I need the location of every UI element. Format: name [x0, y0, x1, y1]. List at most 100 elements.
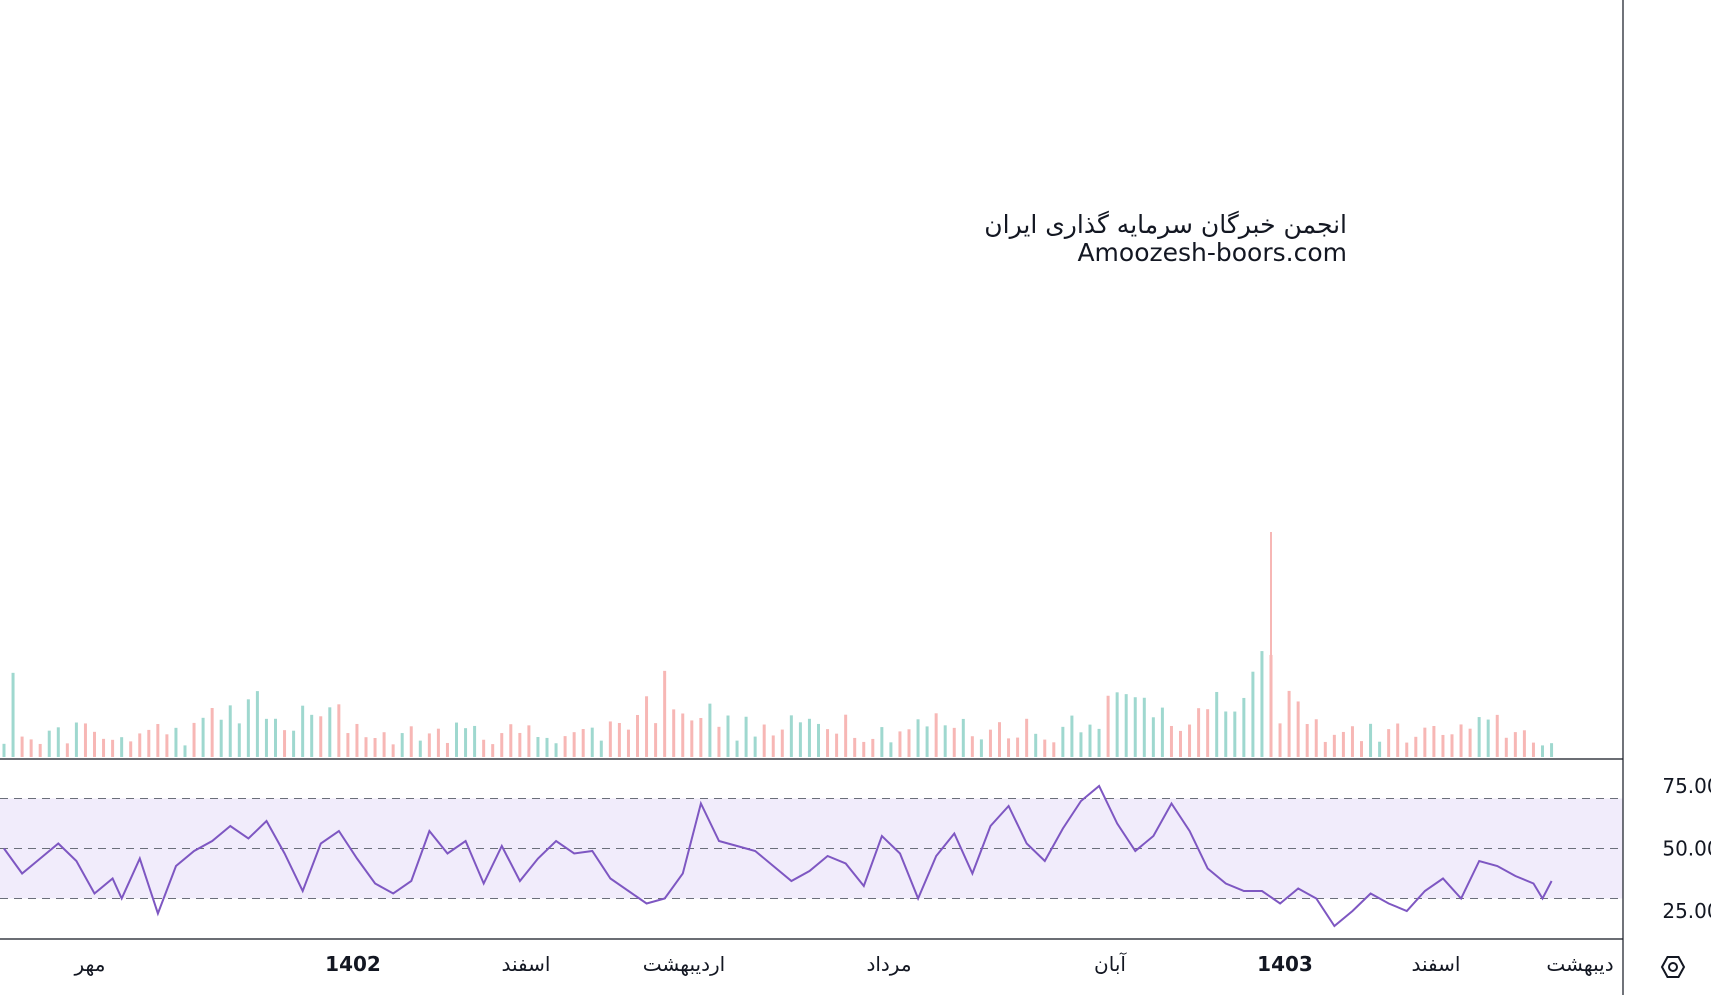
volume-bar	[328, 707, 332, 757]
rsi-band	[0, 798, 1623, 899]
volume-bar	[11, 672, 15, 757]
volume-bar	[545, 737, 549, 757]
volume-bar	[491, 744, 495, 757]
volume-bar	[1034, 733, 1038, 757]
volume-bar	[1215, 691, 1219, 757]
volume-bar	[1360, 741, 1363, 757]
volume-bar	[572, 732, 576, 757]
time-tick-label: دیبهشت	[1546, 952, 1613, 976]
volume-bar	[346, 733, 350, 757]
volume-bar	[201, 717, 205, 757]
volume-bar	[1151, 717, 1155, 757]
volume-bar	[1133, 697, 1137, 757]
volume-bar	[509, 724, 513, 757]
time-tick-label: مهر	[74, 952, 106, 976]
volume-bar	[916, 719, 920, 757]
volume-bar	[20, 736, 24, 757]
volume-bar	[500, 733, 504, 757]
volume-bar	[952, 727, 956, 757]
volume-bar	[1504, 737, 1508, 757]
volume-spike	[1270, 532, 1272, 757]
volume-bar	[1142, 697, 1146, 757]
volume-bar	[1179, 730, 1182, 757]
volume-bar	[1079, 732, 1083, 757]
volume-bar	[1350, 726, 1354, 757]
volume-bar	[663, 670, 667, 757]
volume-bar	[47, 730, 51, 757]
chart-settings-icon[interactable]	[1660, 956, 1686, 978]
volume-bar	[681, 713, 685, 757]
time-tick-label: 1402	[325, 952, 381, 976]
volume-bar	[690, 720, 694, 757]
volume-bar	[826, 729, 830, 757]
rsi-axis[interactable]: 75.00 50.00 25.00	[1662, 774, 1711, 923]
volume-bar	[111, 739, 115, 757]
volume-bar	[1378, 741, 1382, 757]
volume-bar	[1314, 719, 1318, 757]
volume-bar	[192, 722, 196, 757]
volume-bar	[310, 714, 314, 757]
volume-bar	[364, 737, 368, 757]
volume-bar	[237, 723, 241, 757]
volume-bar	[373, 737, 377, 757]
time-tick-label: آبان	[1094, 951, 1127, 976]
volume-bar	[1522, 730, 1526, 757]
volume-bar	[907, 729, 911, 757]
volume-bar	[427, 733, 431, 757]
volume-bar	[1369, 723, 1373, 757]
volume-bar	[871, 738, 875, 757]
volume-bar	[880, 727, 884, 757]
volume-bar	[726, 715, 730, 757]
volume-bar	[590, 727, 594, 757]
watermark-title: انجمن خبرگان سرمایه گذاری ایران	[984, 210, 1347, 239]
volume-bar	[464, 728, 468, 757]
volume-bar	[708, 703, 712, 757]
volume-bar	[56, 727, 60, 757]
volume-bar	[1025, 718, 1029, 757]
volume-bar	[83, 723, 87, 757]
volume-bar	[1332, 734, 1336, 757]
volume-bar	[789, 715, 793, 757]
volume-bar	[120, 737, 124, 757]
volume-bar	[1106, 695, 1110, 757]
volume-bar	[1242, 697, 1246, 757]
volume-bars	[2, 532, 1554, 757]
volume-bar	[391, 744, 395, 757]
volume-bar	[174, 727, 178, 757]
volume-bar	[1468, 728, 1472, 757]
volume-bar	[264, 718, 268, 757]
volume-bar	[554, 743, 558, 757]
volume-bar	[2, 743, 6, 757]
volume-bar	[1097, 728, 1101, 757]
volume-bar	[943, 725, 947, 757]
volume-bar	[1432, 725, 1436, 757]
volume-bar	[1341, 731, 1345, 757]
volume-bar	[1197, 708, 1201, 757]
time-axis[interactable]: مهر 1402 اسفند اردیبهشت مرداد آبان 1403 اسفند دی…	[74, 951, 1614, 976]
volume-bar	[382, 732, 386, 757]
volume-bar	[717, 726, 721, 757]
time-tick-label: اسفند	[502, 952, 551, 976]
volume-bar	[1043, 739, 1047, 757]
volume-bar	[988, 729, 992, 757]
volume-bar	[93, 731, 96, 757]
rsi-tick-label: 50.00	[1662, 837, 1711, 861]
volume-bar	[1305, 724, 1309, 757]
volume-bar	[1441, 734, 1445, 757]
volume-bar	[400, 733, 404, 757]
volume-bar	[1224, 711, 1228, 757]
volume-bar	[1387, 729, 1391, 757]
volume-bar	[156, 724, 160, 757]
volume-bar	[1278, 723, 1282, 757]
volume-bar	[1323, 741, 1327, 757]
volume-bar	[1124, 694, 1128, 757]
volume-bar	[473, 725, 477, 757]
volume-bar	[617, 722, 621, 757]
volume-bar	[762, 724, 766, 757]
volume-bar	[889, 742, 893, 757]
volume-bar	[1016, 737, 1020, 757]
volume-bar	[817, 723, 820, 757]
volume-bar	[1251, 671, 1255, 757]
volume-bar	[29, 739, 33, 757]
